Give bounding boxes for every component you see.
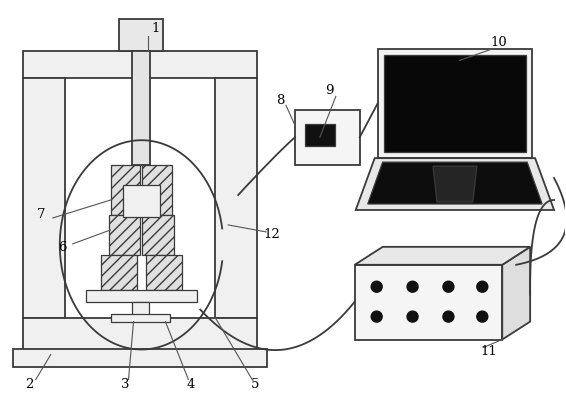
Bar (355, 265, 502, 339)
Text: 10: 10 (491, 36, 508, 49)
Polygon shape (433, 166, 477, 202)
Circle shape (477, 311, 488, 322)
Bar (85, 290, 198, 302)
Bar (123, 185, 160, 217)
Bar (118, 19, 164, 51)
Bar (143, 215, 174, 255)
Bar (110, 313, 170, 322)
Circle shape (443, 281, 454, 292)
Bar (147, 255, 182, 290)
Bar (131, 302, 149, 318)
Bar (23, 79, 65, 318)
Text: 2: 2 (25, 378, 33, 391)
Text: 7: 7 (37, 209, 45, 222)
Circle shape (443, 311, 454, 322)
Bar (295, 110, 360, 165)
Bar (101, 255, 136, 290)
Text: 9: 9 (325, 84, 334, 97)
Bar (23, 318, 257, 352)
Bar (215, 79, 257, 318)
Text: 6: 6 (58, 241, 67, 254)
Circle shape (371, 311, 382, 322)
Circle shape (477, 281, 488, 292)
Text: 8: 8 (276, 94, 284, 107)
Bar (384, 55, 526, 152)
Bar (13, 350, 267, 367)
Text: 5: 5 (251, 378, 259, 391)
Polygon shape (368, 162, 542, 204)
Text: 3: 3 (121, 378, 130, 391)
Bar (131, 51, 151, 165)
Polygon shape (502, 247, 530, 339)
Polygon shape (356, 158, 554, 210)
Text: 12: 12 (264, 228, 280, 241)
Circle shape (371, 281, 382, 292)
Text: 1: 1 (151, 22, 160, 35)
Bar (23, 51, 257, 79)
Circle shape (407, 311, 418, 322)
Bar (110, 165, 140, 215)
Bar (143, 165, 173, 215)
Polygon shape (355, 247, 530, 265)
Bar (305, 124, 335, 146)
Text: 11: 11 (481, 345, 498, 358)
Bar (109, 215, 140, 255)
Circle shape (407, 281, 418, 292)
Text: 4: 4 (186, 378, 195, 391)
Bar (378, 49, 532, 158)
